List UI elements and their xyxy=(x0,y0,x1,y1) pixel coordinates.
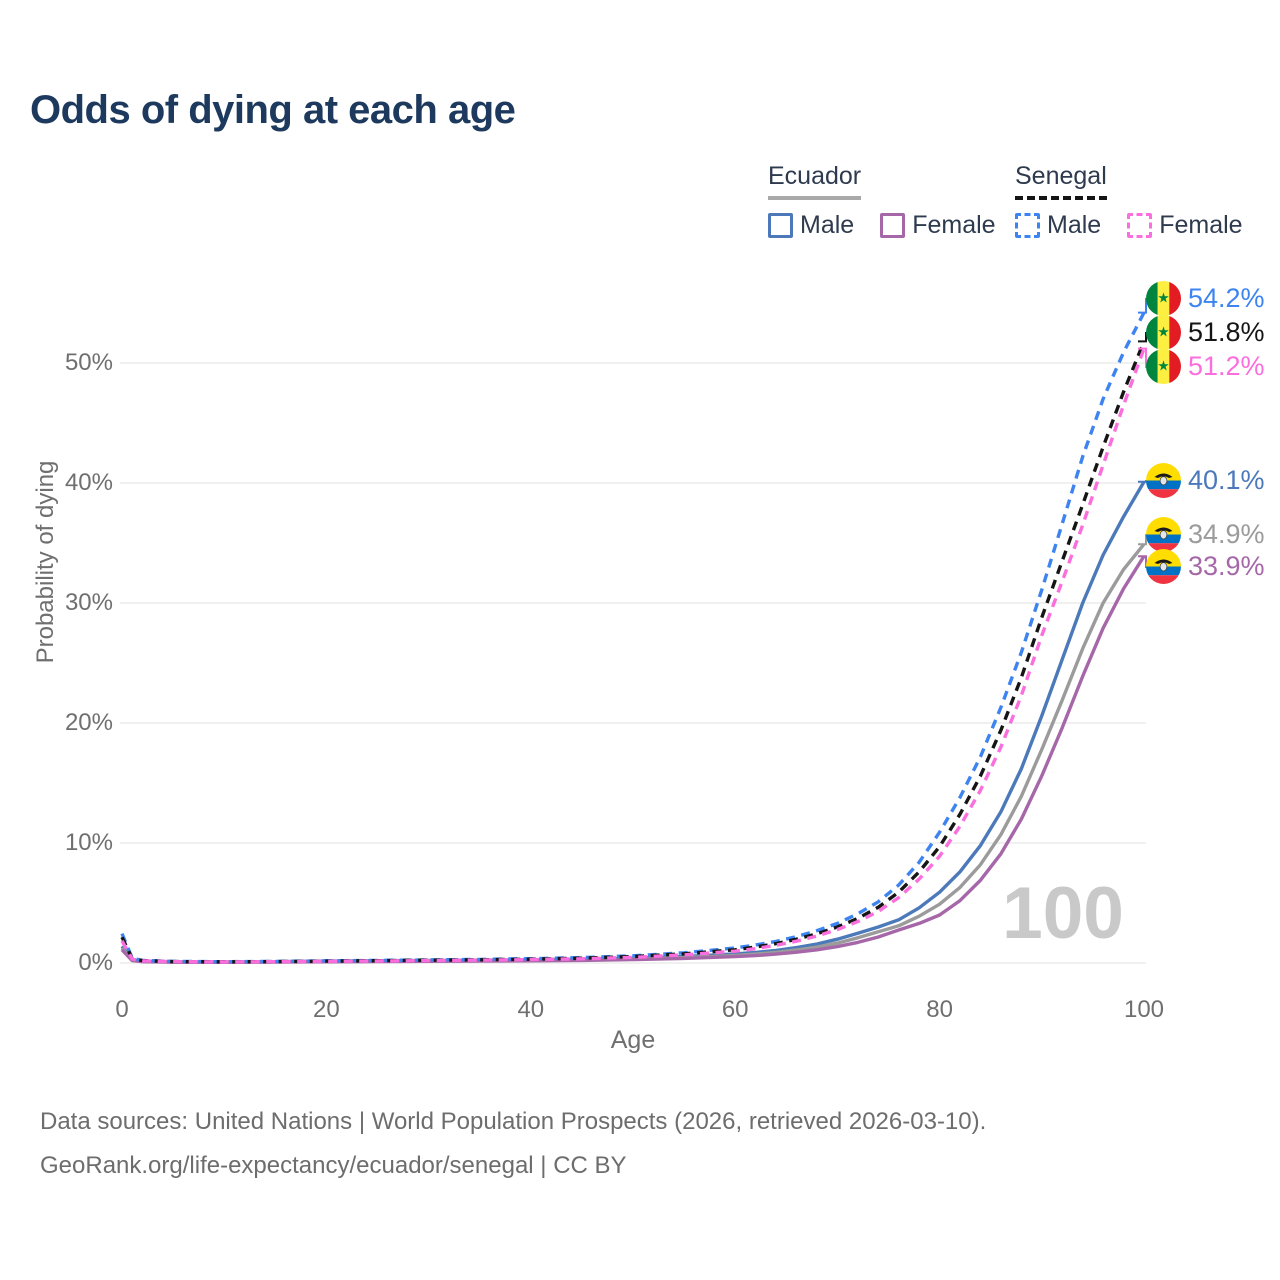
y-tick-40%: 40% xyxy=(64,469,113,496)
ecuador-flag-icon xyxy=(1146,549,1181,584)
series-line-senegal-female[interactable] xyxy=(120,348,1146,964)
legend-label-senegal-male: Male xyxy=(1047,211,1102,239)
footer-data-sources: Data sources: United Nations | World Pop… xyxy=(40,1108,987,1135)
senegal-female-swatch-icon xyxy=(1127,213,1153,238)
senegal-flag-icon xyxy=(1146,349,1181,384)
legend-item-senegal-female[interactable]: Female xyxy=(1127,211,1243,240)
y-tick-0%: 0% xyxy=(78,949,113,976)
ecuador-flag-icon xyxy=(1146,517,1181,552)
senegal-flag-icon xyxy=(1146,315,1181,350)
senegal-male-swatch-icon xyxy=(1015,213,1040,238)
x-tick-100: 100 xyxy=(1123,996,1165,1023)
end-value-ecuador-male: 40.1% xyxy=(1188,465,1265,495)
series-line-senegal-both[interactable] xyxy=(120,340,1146,964)
legend-country-senegal[interactable]: Senegal xyxy=(1015,162,1107,200)
series-line-ecuador-female[interactable] xyxy=(120,555,1146,964)
y-tick-10%: 10% xyxy=(64,829,113,856)
ecuador-male-swatch-icon xyxy=(768,213,793,238)
legend-item-ecuador-female[interactable]: Female xyxy=(880,211,996,240)
age-watermark: 100 xyxy=(1002,873,1124,954)
series-line-ecuador-male[interactable] xyxy=(120,480,1146,964)
end-label-ecuador-both: 34.9% xyxy=(1146,517,1265,552)
series-line-ecuador-both[interactable] xyxy=(120,543,1146,964)
legend-label-ecuador-female: Female xyxy=(912,211,996,239)
legend-label-senegal-female: Female xyxy=(1159,211,1243,239)
end-label-ecuador-female: 33.9% xyxy=(1146,549,1265,584)
x-tick-40: 40 xyxy=(517,996,545,1023)
senegal-flag-icon xyxy=(1146,281,1181,316)
x-tick-60: 60 xyxy=(721,996,749,1023)
end-value-ecuador-both: 34.9% xyxy=(1188,519,1265,549)
ecuador-flag-icon xyxy=(1146,463,1181,498)
y-tick-30%: 30% xyxy=(64,589,113,616)
end-value-ecuador-female: 33.9% xyxy=(1188,551,1265,581)
ecuador-female-swatch-icon xyxy=(880,213,906,238)
chart-title: Odds of dying at each age xyxy=(30,88,516,132)
x-tick-0: 0 xyxy=(115,996,129,1023)
end-label-senegal-both: 51.8% xyxy=(1146,315,1265,350)
legend-country-ecuador[interactable]: Ecuador xyxy=(768,162,862,200)
footer-attribution: GeoRank.org/life-expectancy/ecuador/sene… xyxy=(40,1152,627,1179)
end-label-senegal-male: 54.2% xyxy=(1146,281,1265,316)
end-label-ecuador-male: 40.1% xyxy=(1146,463,1265,498)
series-line-senegal-male[interactable] xyxy=(120,311,1146,964)
legend-item-senegal-male[interactable]: Male xyxy=(1015,211,1101,240)
x-tick-20: 20 xyxy=(313,996,340,1023)
end-value-senegal-male: 54.2% xyxy=(1188,283,1265,313)
y-tick-50%: 50% xyxy=(64,349,113,376)
x-axis-title: Age xyxy=(610,1026,656,1054)
end-value-senegal-both: 51.8% xyxy=(1188,317,1265,347)
legend-label-ecuador-male: Male xyxy=(800,211,855,239)
legend-group-senegal: Senegal Male Female xyxy=(1015,162,1243,240)
y-tick-20%: 20% xyxy=(64,709,113,736)
x-tick-80: 80 xyxy=(926,996,953,1023)
legend-group-ecuador: Ecuador Male Female xyxy=(768,162,996,240)
end-value-senegal-female: 51.2% xyxy=(1188,351,1265,381)
footer: Data sources: United Nations | World Pop… xyxy=(40,1108,986,1196)
end-label-senegal-female: 51.2% xyxy=(1146,349,1265,384)
legend-item-ecuador-male[interactable]: Male xyxy=(768,211,854,240)
